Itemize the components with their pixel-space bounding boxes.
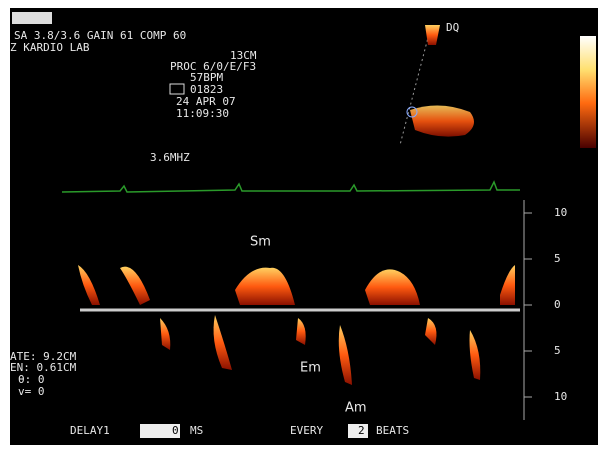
scale-label: 5 (554, 252, 561, 265)
delay-label: DELAY1 (70, 424, 110, 437)
scale-label: 10 (554, 390, 567, 403)
sm-label: Sm (250, 235, 271, 250)
delay-value: 0 (172, 424, 179, 437)
em-label: Em (300, 361, 321, 376)
color-bar (580, 36, 596, 148)
lab-text: Z KARDIO LAB (10, 41, 90, 54)
scale-label: 0 (554, 298, 561, 311)
delay-unit: MS (190, 424, 203, 437)
scale-label: 10 (554, 206, 567, 219)
am-label: Am (345, 401, 367, 416)
logo-box (12, 12, 52, 24)
velocity-text: v= 0 (18, 385, 45, 398)
every-label: EVERY (290, 424, 323, 437)
scale-label: 5 (554, 344, 561, 357)
display (10, 8, 598, 445)
frequency-text: 3.6MHZ (150, 151, 190, 164)
screen: SA 3.8/3.6 GAIN 61 COMP 60 Z KARDIO LAB … (0, 0, 607, 453)
every-value: 2 (358, 424, 365, 437)
time-text: 11:09:30 (176, 107, 229, 120)
probe-mark: DQ (446, 21, 459, 34)
every-unit: BEATS (376, 424, 409, 437)
